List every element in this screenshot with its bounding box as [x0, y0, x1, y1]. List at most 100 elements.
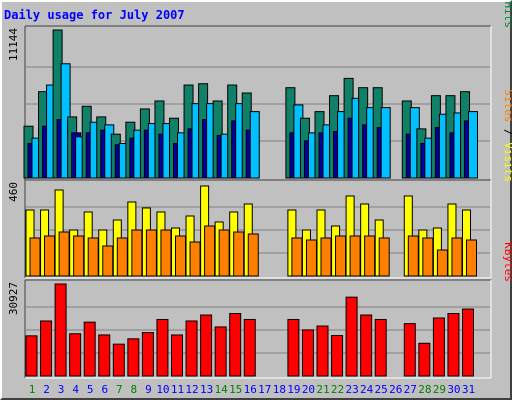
visits-sites-bar-sites-day-5	[87, 237, 99, 277]
day-label-24: 24	[360, 383, 374, 396]
day-label-28: 28	[418, 383, 431, 396]
visits-sites-bar-sites-day-7	[116, 237, 128, 277]
day-label-12: 12	[185, 383, 198, 396]
chart-title: Daily usage for July 2007	[4, 8, 185, 22]
day-label-8: 8	[131, 383, 138, 396]
visits-sites-legend-separator: /	[502, 122, 512, 142]
hits-files-pages-bar-pages-day-25	[380, 107, 391, 179]
day-label-11: 11	[171, 383, 184, 396]
kbytes-bar-kbytes-day-12	[185, 320, 198, 377]
kbytes-bar-kbytes-day-3	[54, 283, 67, 377]
visits-sites-bar-sites-day-14	[218, 229, 230, 277]
day-label-14: 14	[215, 383, 229, 396]
day-label-30: 30	[447, 383, 460, 396]
day-label-6: 6	[101, 383, 108, 396]
day-label-31: 31	[462, 383, 475, 396]
kbytes-legend: KBytes	[502, 242, 512, 282]
hits-files-pages-bar-pages-day-16	[249, 111, 260, 179]
day-label-21: 21	[316, 383, 329, 396]
day-label-1: 1	[29, 383, 36, 396]
visits-sites-bar-sites-day-1	[29, 237, 41, 277]
visits-sites-legend: Sites / Visits	[502, 89, 512, 182]
visits-sites-bar-sites-day-6	[102, 245, 114, 277]
day-label-23: 23	[345, 383, 358, 396]
visits-sites-bar-sites-day-11	[175, 235, 186, 277]
visits-sites-max-label: 460	[7, 182, 20, 202]
visits-sites-bar-sites-day-31	[466, 239, 477, 277]
kbytes-bar-kbytes-day-31	[462, 308, 474, 377]
day-label-25: 25	[375, 383, 388, 396]
day-label-3: 3	[58, 383, 65, 396]
day-label-27: 27	[404, 383, 417, 396]
day-label-2: 2	[43, 383, 50, 396]
day-label-16: 16	[244, 383, 257, 396]
day-label-19: 19	[287, 383, 300, 396]
visits-sites-bar-sites-day-4	[73, 235, 85, 277]
visits-sites-bar-sites-day-15	[233, 231, 245, 277]
day-label-7: 7	[116, 383, 123, 396]
kbytes-bar-kbytes-day-30	[447, 313, 460, 377]
kbytes-bar-kbytes-day-13	[200, 314, 213, 377]
visits-sites-bar-sites-day-19	[291, 237, 303, 277]
kbytes-bar-kbytes-day-22	[331, 335, 344, 377]
day-label-26: 26	[389, 383, 402, 396]
kbytes-bar-kbytes-day-23	[345, 296, 358, 377]
visits-sites-bar-sites-day-21	[320, 237, 332, 277]
day-label-17: 17	[258, 383, 271, 396]
visits-sites-bar-sites-day-27	[407, 235, 419, 277]
kbytes-bar-kbytes-day-25	[374, 318, 387, 377]
visits-sites-legend-visits: Visits	[502, 142, 512, 182]
day-label-29: 29	[433, 383, 446, 396]
hits-files-pages-legend-hits: Hits	[502, 2, 512, 29]
visits-sites-bar-sites-day-8	[131, 229, 143, 277]
hits-files-pages-legend-separator: /	[502, 0, 512, 2]
day-label-22: 22	[331, 383, 344, 396]
visits-sites-bar-sites-day-13	[204, 225, 216, 277]
visits-sites-bar-sites-day-3	[58, 231, 70, 277]
kbytes-bar-kbytes-day-4	[69, 333, 82, 377]
visits-sites-bar-sites-day-23	[349, 235, 361, 277]
visits-sites-bar-sites-day-22	[335, 235, 347, 277]
visits-sites-bar-sites-day-20	[305, 239, 317, 277]
kbytes-bar-kbytes-day-8	[127, 338, 140, 377]
visits-sites-bar-sites-day-10	[160, 229, 172, 277]
visits-sites-bar-sites-day-12	[189, 241, 201, 277]
day-label-5: 5	[87, 383, 94, 396]
visits-sites-bar-sites-day-25	[378, 237, 390, 277]
kbytes-bar-kbytes-day-24	[360, 314, 373, 377]
hits-files-pages-bar-pages-day-31	[468, 111, 478, 179]
kbytes-bar-kbytes-day-28	[418, 342, 431, 377]
kbytes-bar-kbytes-day-10	[156, 318, 169, 377]
kbytes-bar-kbytes-day-16	[243, 318, 256, 377]
kbytes-bar-kbytes-day-6	[98, 334, 111, 377]
kbytes-bar-kbytes-day-11	[171, 334, 183, 377]
visits-sites-legend-sites: Sites	[502, 89, 512, 122]
kbytes-bar-kbytes-day-27	[403, 323, 416, 377]
day-label-9: 9	[145, 383, 152, 396]
day-label-10: 10	[156, 383, 169, 396]
kbytes-bar-kbytes-day-7	[112, 343, 125, 377]
kbytes-bar-kbytes-day-19	[287, 318, 300, 377]
visits-sites-bar-sites-day-16	[247, 233, 259, 277]
kbytes-bar-kbytes-day-5	[83, 321, 96, 377]
hits-files-pages-max-label: 11144	[7, 28, 20, 61]
hits-files-pages-legend: Pages / Files / Hits	[502, 0, 512, 28]
visits-sites-bar-sites-day-28	[422, 237, 434, 277]
kbytes-bar-kbytes-day-29	[432, 317, 445, 377]
visits-sites-bar-sites-day-9	[145, 229, 157, 277]
kbytes-bar-kbytes-day-2	[40, 320, 53, 377]
day-label-4: 4	[72, 383, 79, 396]
visits-sites-bar-sites-day-30	[451, 237, 463, 277]
kbytes-bar-kbytes-day-20	[301, 329, 314, 377]
visits-sites-bar-sites-day-24	[364, 235, 376, 277]
kbytes-bar-kbytes-day-21	[316, 325, 329, 377]
kbytes-legend-kbytes: KBytes	[502, 242, 512, 282]
visits-sites-bar-sites-day-29	[436, 249, 448, 277]
kbytes-bar-kbytes-day-1	[25, 335, 38, 377]
kbytes-bar-kbytes-day-15	[229, 313, 242, 377]
day-label-13: 13	[200, 383, 213, 396]
day-label-20: 20	[302, 383, 315, 396]
kbytes-max-label: 30927	[7, 282, 20, 315]
day-label-18: 18	[273, 383, 286, 396]
